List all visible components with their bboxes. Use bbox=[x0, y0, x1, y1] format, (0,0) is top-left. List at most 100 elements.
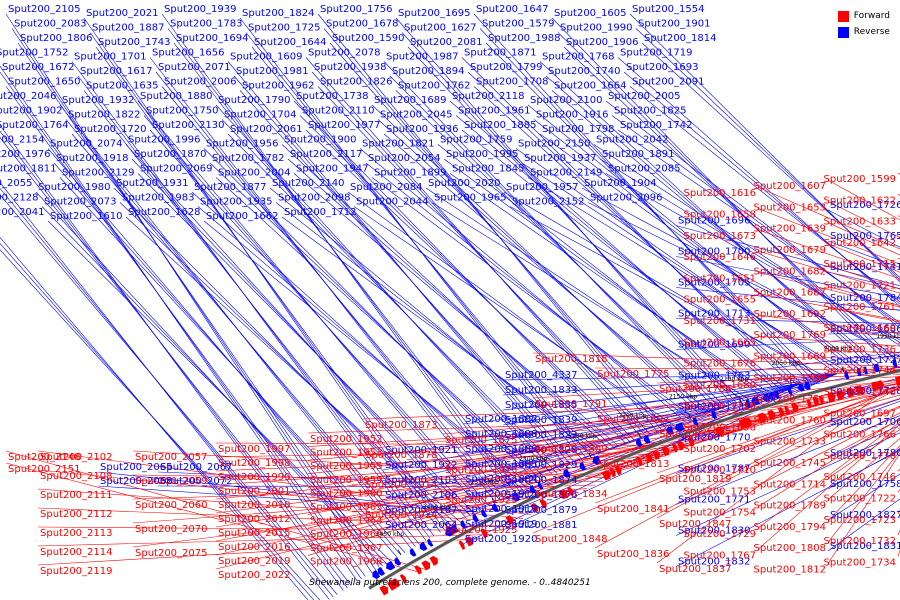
gene-arrow-forward bbox=[818, 395, 824, 405]
leader-line bbox=[5, 462, 422, 574]
gene-label-reverse: Sput200_1900 bbox=[284, 135, 357, 146]
gene-arrow-forward bbox=[559, 489, 568, 500]
gene-label-reverse: Sput200_1977 bbox=[308, 120, 381, 131]
kbp-tick-label: 2050 kbp bbox=[772, 360, 800, 367]
gene-label-reverse: Sput200_1672 bbox=[2, 62, 75, 73]
gene-label-reverse: Sput200_2103 bbox=[385, 475, 458, 486]
leader-line bbox=[827, 498, 900, 552]
gene-label-reverse: Sput200_1656 bbox=[152, 48, 225, 59]
leader-line bbox=[132, 491, 579, 548]
gene-arrow-forward bbox=[414, 565, 422, 575]
gene-arrow-reverse bbox=[751, 396, 760, 406]
gene-label-reverse: Sput200_1738 bbox=[296, 91, 369, 102]
leader-line bbox=[41, 206, 387, 564]
gene-label-reverse: Sput200_1678 bbox=[326, 19, 399, 30]
leader-line bbox=[132, 474, 604, 482]
gene-label-forward: Sput200_1998 bbox=[218, 458, 291, 469]
leader-line bbox=[532, 352, 900, 368]
gene-label-reverse: Sput200_1962 bbox=[242, 81, 315, 92]
gene-label-forward: Sput200_1841 bbox=[597, 504, 670, 515]
leader-line bbox=[827, 354, 900, 366]
leader-line bbox=[215, 455, 666, 514]
leader-line bbox=[389, 75, 722, 409]
gene-label-forward: Sput200_1722 bbox=[824, 494, 897, 505]
leader-line bbox=[89, 32, 445, 531]
leader-line bbox=[371, 104, 701, 416]
gene-label-forward: Sput200_1923 bbox=[445, 495, 518, 506]
gene-arrow-forward bbox=[464, 536, 474, 547]
leader-line bbox=[532, 376, 900, 399]
gene-arrow-reverse bbox=[427, 538, 434, 547]
leader-line bbox=[353, 206, 674, 426]
gene-label-reverse: Sput200_1931 bbox=[116, 178, 189, 189]
gene-label-forward: Sput200_1715 bbox=[824, 259, 897, 270]
gene-label-reverse: Sput200_1990 bbox=[560, 23, 633, 34]
gene-label-forward: Sput200_1959 bbox=[310, 475, 383, 486]
gene-label-reverse: Sput200_1704 bbox=[224, 110, 297, 121]
leader-line bbox=[827, 201, 900, 238]
kbp-tick-mark bbox=[638, 432, 641, 439]
gene-arrow-forward bbox=[676, 440, 685, 451]
leader-line bbox=[827, 407, 900, 436]
gene-label-reverse: Sput200_1939 bbox=[164, 4, 237, 15]
gene-label-forward: Sput200_1680 bbox=[684, 380, 757, 391]
gene-label-reverse: Sput200_1739 bbox=[678, 402, 751, 413]
gene-label-reverse: Sput200_1763 bbox=[678, 371, 751, 382]
gene-label-reverse: Sput200_1981 bbox=[236, 66, 309, 77]
leader-line bbox=[0, 137, 352, 586]
gene-label-forward: Sput200_1875 bbox=[445, 435, 518, 446]
gene-label-reverse: Sput200_1782 bbox=[212, 153, 285, 164]
leader-line bbox=[641, 42, 900, 278]
leader-line bbox=[827, 350, 900, 354]
leader-line bbox=[827, 265, 900, 290]
leader-line bbox=[827, 307, 900, 323]
gene-label-reverse: Sput200_2045 bbox=[380, 110, 453, 121]
gene-arrow-reverse bbox=[798, 383, 805, 392]
leader-line bbox=[395, 90, 726, 408]
gene-label-reverse: Sput200_1787 bbox=[678, 464, 751, 475]
leader-line bbox=[0, 194, 338, 595]
leader-line bbox=[0, 124, 344, 591]
gene-label-reverse: Sput200_1693 bbox=[626, 62, 699, 73]
leader-line bbox=[515, 148, 838, 374]
gene-label-forward: Sput200_1746 bbox=[824, 472, 897, 483]
gene-label-reverse: Sput200_1839 bbox=[505, 415, 578, 426]
leader-line bbox=[675, 366, 900, 412]
gene-arrow-forward bbox=[609, 467, 616, 478]
leader-line bbox=[37, 507, 508, 527]
gene-label-reverse: Sput200_1831 bbox=[830, 541, 900, 552]
gene-label-reverse: Sput200_1980 bbox=[38, 182, 111, 193]
gene-label-reverse: Sput200_1743 bbox=[98, 37, 171, 48]
gene-label-forward: Sput200_1633 bbox=[824, 217, 897, 228]
gene-label-forward: Sput200_1834 bbox=[535, 489, 608, 500]
kbp-tick-label: 2150 kbp bbox=[669, 393, 697, 400]
gene-label-forward: Sput200_1676 bbox=[684, 359, 757, 370]
gene-label-reverse: Sput200_1696 bbox=[678, 216, 751, 227]
gene-arrow-forward bbox=[429, 555, 438, 566]
gene-label-reverse: Sput200_4337 bbox=[505, 370, 578, 381]
gene-label-reverse: Sput200_1879 bbox=[505, 505, 578, 516]
leader-line bbox=[675, 398, 900, 474]
gene-label-reverse: Sput200_1725 bbox=[248, 23, 321, 34]
leader-line bbox=[5, 13, 372, 573]
leader-line bbox=[827, 331, 900, 335]
gene-label-reverse: Sput200_1983 bbox=[122, 193, 195, 204]
gene-label-reverse: Sput200_2091 bbox=[632, 77, 705, 88]
gene-arrow-forward bbox=[777, 407, 784, 417]
leader-line bbox=[675, 318, 900, 324]
leader-line bbox=[563, 46, 896, 360]
gene-label-reverse: Sput200_2083 bbox=[14, 19, 87, 30]
gene-arrow-reverse bbox=[537, 481, 544, 490]
leader-line bbox=[299, 115, 631, 443]
leader-line bbox=[527, 104, 854, 370]
gene-label-reverse: Sput200_1701 bbox=[74, 52, 147, 63]
gene-label-forward: Sput200_1968 bbox=[310, 556, 383, 567]
leader-line bbox=[449, 100, 777, 391]
gene-label-reverse: Sput200_1790 bbox=[218, 95, 291, 106]
gene-label-forward: Sput200_1682 bbox=[754, 266, 827, 277]
gene-label-reverse: Sput200_2072 bbox=[160, 476, 233, 487]
gene-label-forward: Sput200_1687 bbox=[754, 288, 827, 299]
leader-line bbox=[215, 451, 677, 486]
leader-line bbox=[11, 28, 376, 571]
gene-label-forward: Sput200_1760 bbox=[754, 415, 827, 426]
